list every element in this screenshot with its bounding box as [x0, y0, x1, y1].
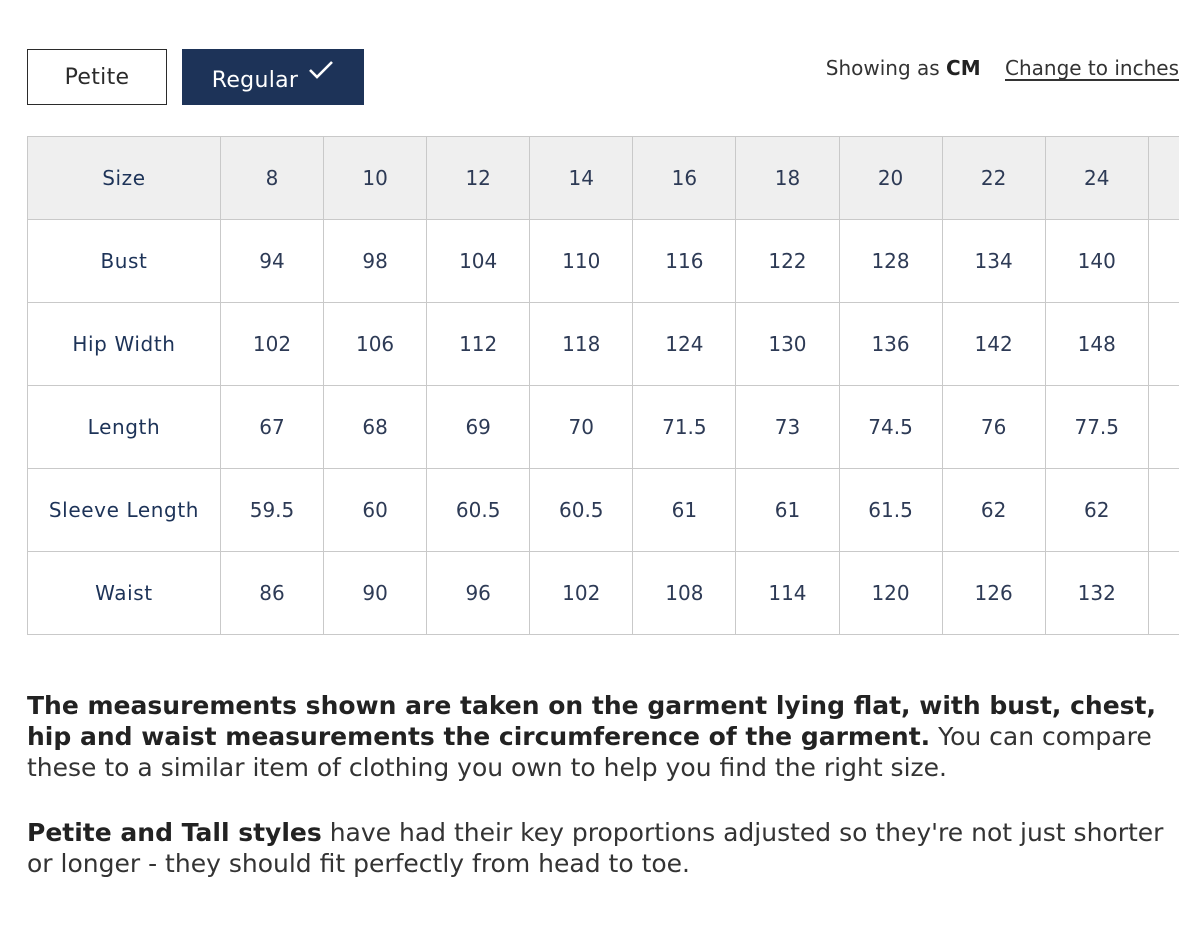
- measurement-cell: 112: [426, 302, 531, 386]
- size-column-header: 22: [941, 136, 1046, 220]
- measurement-cell: 59.5: [219, 468, 325, 552]
- note-text: You can compare these to a similar item …: [27, 722, 1152, 782]
- measurement-cell: 67: [219, 385, 325, 469]
- measurement-cell: 154: [1147, 302, 1179, 386]
- check-icon: [308, 60, 334, 86]
- measurement-cell: 94: [219, 219, 325, 303]
- measurement-cell: 148: [1044, 302, 1149, 386]
- measurement-label: Length: [27, 385, 221, 469]
- measurement-cell: 73: [735, 385, 840, 469]
- unit-showing-label: Showing as: [825, 56, 940, 80]
- current-unit: CM: [946, 56, 981, 80]
- measurement-cell: 104: [426, 219, 531, 303]
- measurement-cell: 120: [838, 551, 943, 635]
- measurement-row: Sleeve Length59.56060.560.5616161.562626…: [27, 468, 1179, 552]
- measurement-row: Waist869096102108114120126132138: [27, 551, 1179, 635]
- measurement-cell: 61.5: [838, 468, 943, 552]
- measurement-cell: 86: [219, 551, 325, 635]
- measurement-cell: 108: [632, 551, 737, 635]
- measurement-label: Hip Width: [27, 302, 221, 386]
- measurement-cell: 70: [529, 385, 634, 469]
- measurement-cell: 62.5: [1147, 468, 1179, 552]
- size-column-header: 8: [219, 136, 325, 220]
- unit-selector: Showing as CM Change to inches: [826, 56, 1179, 80]
- measurement-cell: 60.5: [529, 468, 634, 552]
- measurement-cell: 106: [323, 302, 428, 386]
- measurement-cell: 130: [735, 302, 840, 386]
- measurement-cell: 122: [735, 219, 840, 303]
- measurement-cell: 62: [1044, 468, 1149, 552]
- size-column-header: 24: [1044, 136, 1149, 220]
- measurement-label: Waist: [27, 551, 221, 635]
- measurement-cell: 76: [941, 385, 1046, 469]
- note-paragraph: The measurements shown are taken on the …: [27, 690, 1177, 783]
- measurement-cell: 140: [1044, 219, 1149, 303]
- note-text: have had their key proportions adjusted …: [27, 818, 1164, 878]
- size-column-header: 16: [632, 136, 737, 220]
- size-column-header: 10: [323, 136, 428, 220]
- measurement-cell: 68: [323, 385, 428, 469]
- note-emphasis: Petite and Tall styles: [27, 818, 322, 847]
- size-column-header: 20: [838, 136, 943, 220]
- measurement-cell: 138: [1147, 551, 1179, 635]
- measurement-cell: 98: [323, 219, 428, 303]
- size-table-body: Size8101214161820222426Bust9498104110116…: [27, 136, 1179, 635]
- petite-fit-button[interactable]: Petite: [27, 49, 167, 105]
- measurement-cell: 116: [632, 219, 737, 303]
- size-header-label: Size: [27, 136, 221, 220]
- measurement-cell: 74.5: [838, 385, 943, 469]
- size-column-header: 14: [529, 136, 634, 220]
- measurement-cell: 134: [941, 219, 1046, 303]
- size-column-header: 26: [1147, 136, 1179, 220]
- note-emphasis: The measurements shown are taken on the …: [27, 691, 1156, 751]
- measurement-cell: 124: [632, 302, 737, 386]
- measurement-cell: 77.5: [1044, 385, 1149, 469]
- measurement-cell: 102: [529, 551, 634, 635]
- measurement-label: Bust: [27, 219, 221, 303]
- measurement-cell: 79: [1147, 385, 1179, 469]
- measurement-cell: 61: [632, 468, 737, 552]
- measurement-notes: The measurements shown are taken on the …: [27, 690, 1177, 913]
- measurement-cell: 61: [735, 468, 840, 552]
- measurement-cell: 60.5: [426, 468, 531, 552]
- measurement-cell: 69: [426, 385, 531, 469]
- measurement-cell: 126: [941, 551, 1046, 635]
- measurement-cell: 136: [838, 302, 943, 386]
- measurement-cell: 132: [1044, 551, 1149, 635]
- measurement-cell: 118: [529, 302, 634, 386]
- size-header-row: Size8101214161820222426: [27, 136, 1179, 220]
- measurement-cell: 90: [323, 551, 428, 635]
- regular-fit-label: Regular: [211, 67, 299, 93]
- measurement-cell: 146: [1147, 219, 1179, 303]
- measurement-cell: 62: [941, 468, 1046, 552]
- size-table: Size8101214161820222426Bust9498104110116…: [27, 136, 1179, 635]
- note-paragraph: Petite and Tall styles have had their ke…: [27, 817, 1177, 879]
- size-table-container[interactable]: Size8101214161820222426Bust9498104110116…: [27, 136, 1179, 647]
- measurement-cell: 128: [838, 219, 943, 303]
- petite-fit-label: Petite: [64, 64, 130, 90]
- measurement-cell: 102: [219, 302, 325, 386]
- measurement-cell: 110: [529, 219, 634, 303]
- regular-fit-button[interactable]: Regular: [182, 49, 364, 105]
- measurement-cell: 60: [323, 468, 428, 552]
- change-unit-link[interactable]: Change to inches: [1005, 56, 1179, 80]
- measurement-cell: 71.5: [632, 385, 737, 469]
- measurement-label: Sleeve Length: [27, 468, 221, 552]
- size-column-header: 18: [735, 136, 840, 220]
- measurement-cell: 142: [941, 302, 1046, 386]
- fit-toggle: Petite Regular: [27, 49, 364, 105]
- measurement-row: Bust9498104110116122128134140146: [27, 219, 1179, 303]
- measurement-row: Hip Width102106112118124130136142148154: [27, 302, 1179, 386]
- size-column-header: 12: [426, 136, 531, 220]
- measurement-cell: 114: [735, 551, 840, 635]
- measurement-cell: 96: [426, 551, 531, 635]
